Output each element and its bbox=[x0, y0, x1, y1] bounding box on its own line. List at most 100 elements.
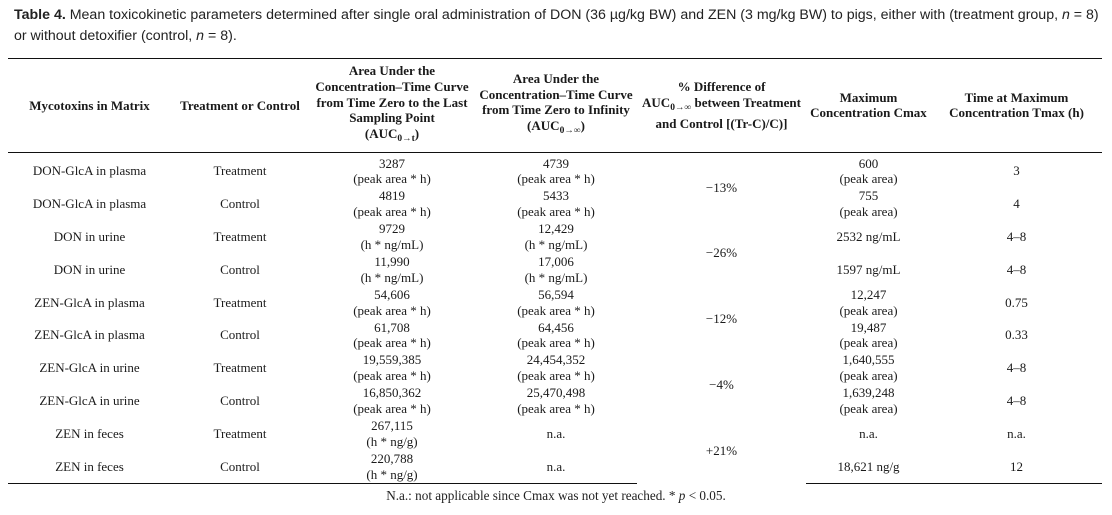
cell-pct-difference: −26% bbox=[637, 221, 806, 287]
cell-group: Treatment bbox=[171, 221, 309, 254]
table-row: ZEN-GlcA in urine Treatment 19,559,385 (pea… bbox=[8, 352, 1102, 391]
header-cmax: Maximum Concentration Cmax bbox=[806, 59, 931, 153]
cell-auc-inf: 17,006 (h * ng/mL) bbox=[475, 253, 637, 286]
cell-auc-t: 16,850,362 (peak area * h) bbox=[309, 385, 475, 418]
cell-auc-inf: 25,470,498 (peak area * h) bbox=[475, 385, 637, 418]
table-row: DON in urine Treatment 9729 (h * ng/mL) 12,4… bbox=[8, 221, 1102, 260]
group-text: Treatment bbox=[213, 294, 267, 310]
group-text: Treatment bbox=[213, 229, 267, 245]
table-row: ZEN in feces Treatment 267,115 (h * ng/g) n.… bbox=[8, 417, 1102, 458]
table-row: ZEN-GlcA in plasma Treatment 54,606 (peak a… bbox=[8, 286, 1102, 326]
auc-t-value: 4819 bbox=[379, 188, 405, 204]
cell-cmax: 1,640,555 (peak area) bbox=[806, 352, 931, 385]
cell-auc-t: 11,990 (h * ng/mL) bbox=[309, 253, 475, 286]
cell-auc-inf: 64,456 (peak area * h) bbox=[475, 319, 637, 352]
cell-auc-t: 267,115 (h * ng/g) bbox=[309, 417, 475, 450]
cmax-unit: (peak area) bbox=[839, 400, 898, 416]
cell-matrix: DON in urine bbox=[8, 221, 171, 254]
cmax-value: 755 bbox=[858, 188, 879, 204]
group-text: Control bbox=[220, 327, 260, 343]
group-text: Control bbox=[220, 196, 260, 212]
cell-auc-inf: 12,429 (h * ng/mL) bbox=[475, 221, 637, 254]
auc-t-unit: (peak area * h) bbox=[353, 204, 431, 220]
header-pct-diff-suffix: between Treatment and Control [(Tr-C)/C)… bbox=[655, 94, 801, 132]
cell-matrix: DON in urine bbox=[8, 253, 171, 286]
auc-t-value: 11,990 bbox=[374, 253, 410, 269]
tmax-value: 4–8 bbox=[1006, 261, 1027, 277]
footnote-p-symbol: p bbox=[678, 488, 686, 503]
header-auc-t-label: Area Under the Concentration–Time Curve … bbox=[315, 63, 469, 126]
tmax-value: 4–8 bbox=[1006, 360, 1027, 376]
matrix-text: DON in urine bbox=[53, 229, 126, 245]
auc-t-value: 16,850,362 bbox=[362, 385, 422, 401]
header-mycotoxins: Mycotoxins in Matrix bbox=[8, 59, 171, 153]
header-mycotoxins-label: Mycotoxins in Matrix bbox=[29, 97, 150, 113]
cmax-value: n.a. bbox=[859, 425, 878, 441]
auc-t-value: 19,559,385 bbox=[362, 352, 422, 368]
matrix-text: ZEN-GlcA in urine bbox=[39, 360, 140, 376]
auc-inf-value: 25,470,498 bbox=[526, 385, 586, 401]
cell-cmax: 755 (peak area) bbox=[806, 188, 931, 221]
cmax-unit: (peak area) bbox=[839, 302, 898, 318]
cell-auc-t: 54,606 (peak area * h) bbox=[309, 286, 475, 319]
auc-t-value: 3287 bbox=[379, 155, 405, 171]
footnote-p-rest: < 0.05. bbox=[685, 488, 726, 503]
cell-tmax: 4–8 bbox=[931, 221, 1102, 254]
cell-cmax: 19,487 (peak area) bbox=[806, 319, 931, 352]
table-row: DON in urine Control 11,990 (h * ng/mL) 17,0… bbox=[8, 253, 1102, 286]
pct-difference-value: +21% bbox=[705, 442, 738, 458]
tmax-value: 4–8 bbox=[1006, 393, 1027, 409]
header-pct-difference: % Difference of AUC0→∞ between Treatment … bbox=[637, 59, 806, 153]
cmax-value: 12,247 bbox=[850, 286, 887, 302]
footnote-text: N.a.: not applicable since Cmax was not … bbox=[386, 488, 679, 503]
auc-t-unit: (peak area * h) bbox=[353, 368, 431, 384]
cmax-value: 2532 ng/mL bbox=[836, 229, 901, 245]
cell-group: Control bbox=[171, 319, 309, 352]
auc-t-unit: (h * ng/g) bbox=[366, 466, 418, 482]
header-auc-inf-subscript: 0→∞ bbox=[559, 126, 581, 137]
pct-difference-value: −26% bbox=[705, 245, 738, 261]
header-tmax: Time at Maximum Concentration Tmax (h) bbox=[931, 59, 1102, 153]
cell-pct-difference: −12% bbox=[637, 286, 806, 352]
auc-inf-unit: (h * ng/mL) bbox=[524, 236, 588, 252]
auc-t-value: 9729 bbox=[379, 221, 405, 237]
header-pct-diff-prefix: % Difference of bbox=[677, 78, 766, 94]
auc-inf-value: 5433 bbox=[543, 188, 569, 204]
cell-group: Treatment bbox=[171, 152, 309, 187]
auc-t-unit: (peak area * h) bbox=[353, 400, 431, 416]
cell-auc-t: 9729 (h * ng/mL) bbox=[309, 221, 475, 254]
header-pct-diff-symbol: AUC bbox=[642, 94, 671, 110]
cell-auc-t: 220,788 (h * ng/g) bbox=[309, 450, 475, 484]
cell-cmax: 600 (peak area) bbox=[806, 152, 931, 187]
cell-tmax: 0.33 bbox=[931, 319, 1102, 352]
cell-pct-difference: −13% bbox=[637, 152, 806, 220]
cell-matrix: ZEN-GlcA in urine bbox=[8, 352, 171, 385]
cell-auc-t: 19,559,385 (peak area * h) bbox=[309, 352, 475, 385]
header-tmax-label: Time at Maximum Concentration Tmax (h) bbox=[949, 89, 1084, 121]
cell-auc-inf: 56,594 (peak area * h) bbox=[475, 286, 637, 319]
auc-t-unit: (peak area * h) bbox=[353, 171, 431, 187]
cmax-unit: (peak area) bbox=[839, 204, 898, 220]
table-row: ZEN-GlcA in urine Control 16,850,362 (peak … bbox=[8, 385, 1102, 418]
table-row: DON-GlcA in plasma Control 4819 (peak area … bbox=[8, 188, 1102, 221]
tmax-value: 0.33 bbox=[1005, 327, 1028, 343]
cell-group: Treatment bbox=[171, 352, 309, 385]
cell-group: Control bbox=[171, 188, 309, 221]
caption-n-symbol-2: n bbox=[196, 28, 205, 44]
table-label: Table 4. bbox=[14, 7, 66, 23]
cell-tmax: n.a. bbox=[931, 417, 1102, 450]
table-footnote: N.a.: not applicable since Cmax was not … bbox=[0, 488, 1112, 504]
cell-group: Control bbox=[171, 450, 309, 484]
cell-auc-inf: n.a. bbox=[475, 417, 637, 450]
cmax-value: 19,487 bbox=[850, 319, 887, 335]
auc-inf-value: 17,006 bbox=[538, 253, 574, 269]
auc-inf-unit: (peak area * h) bbox=[517, 368, 595, 384]
cell-tmax: 3 bbox=[931, 152, 1102, 187]
auc-t-unit: (h * ng/g) bbox=[366, 433, 418, 449]
header-auc-t-subscript: 0→t bbox=[397, 134, 415, 145]
auc-inf-value: 64,456 bbox=[538, 319, 574, 335]
cmax-value: 600 bbox=[858, 155, 879, 171]
matrix-text: ZEN-GlcA in plasma bbox=[34, 294, 145, 310]
auc-inf-value: n.a. bbox=[546, 425, 566, 441]
caption-text-2: = 8) or without detoxifier (control, bbox=[14, 7, 1099, 44]
